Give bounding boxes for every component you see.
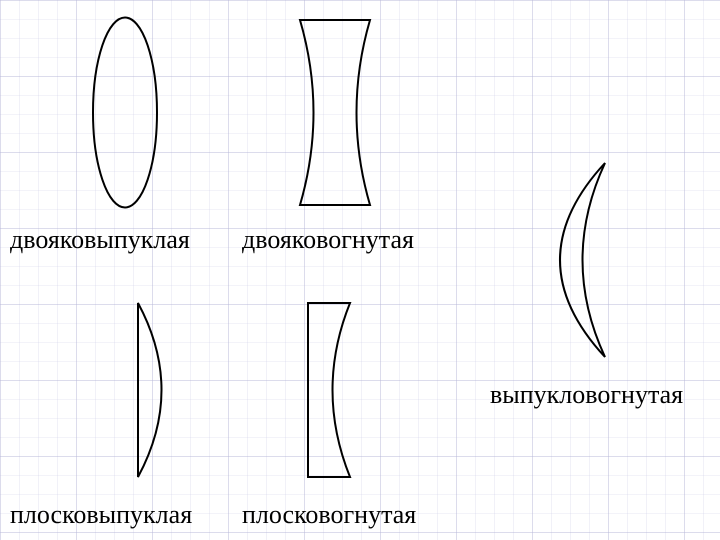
label-biconvex: двояковыпуклая xyxy=(10,225,190,255)
label-biconcave: двояковогнутая xyxy=(242,225,414,255)
lens-planoconvex xyxy=(130,295,180,485)
diagram-content: двояковыпуклая двояковогнутая выпукловог… xyxy=(0,0,720,540)
lens-convexconcave xyxy=(535,155,630,365)
label-planoconvex: плосковыпуклая xyxy=(10,500,192,530)
lens-biconcave xyxy=(295,15,375,210)
label-convexconcave: выпукловогнутая xyxy=(490,380,683,410)
lens-biconvex xyxy=(90,15,160,210)
lens-planoconcave xyxy=(300,295,360,485)
label-planoconcave: плосковогнутая xyxy=(242,500,416,530)
